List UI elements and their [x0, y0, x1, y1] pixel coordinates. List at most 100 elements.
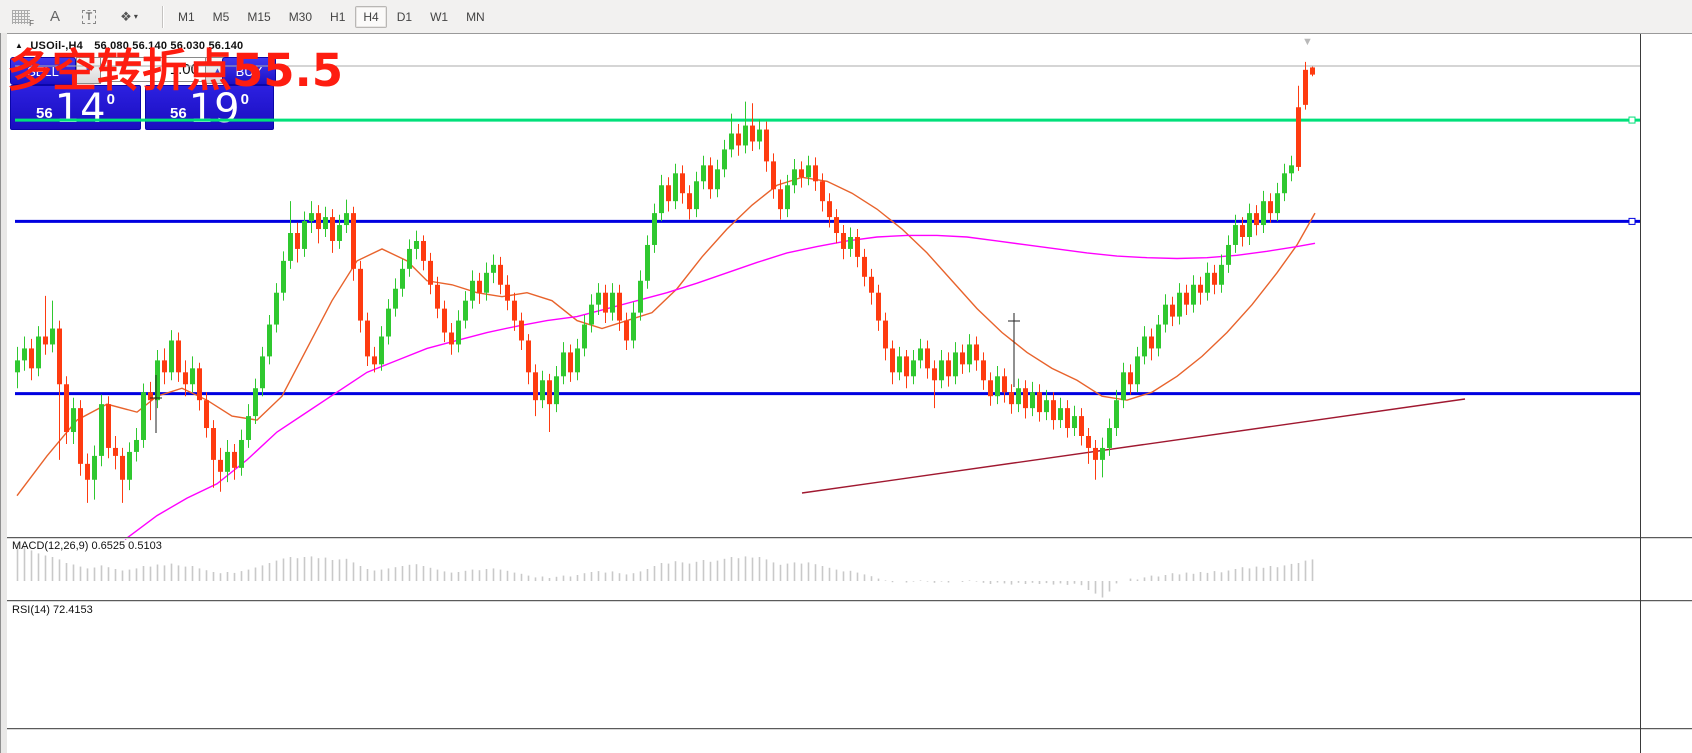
candle-body [708, 165, 713, 190]
candle-body [456, 320, 461, 345]
timeframe-m1[interactable]: M1 [178, 9, 195, 24]
sell-button[interactable]: SELL [10, 57, 76, 85]
candle-body [813, 165, 818, 182]
candle-body [1233, 225, 1238, 245]
candle-body [1135, 356, 1140, 385]
candle-body [645, 244, 650, 281]
candle-body [1002, 376, 1007, 393]
candle-body [1114, 400, 1119, 429]
candle-body [981, 360, 986, 381]
candle-body [1072, 416, 1077, 429]
candle-body [547, 380, 552, 405]
candle-body [834, 217, 839, 234]
candle-body [995, 376, 1000, 397]
macd-pane-separator[interactable] [7, 537, 1692, 538]
candle-body [624, 320, 629, 341]
candle-body [631, 312, 636, 341]
candle-body [925, 348, 930, 369]
rsi-pane-separator[interactable] [7, 600, 1692, 601]
sell-price-sup: 0 [106, 91, 115, 108]
buy-button[interactable]: BUY [222, 57, 276, 85]
ohlc-readout: 56.080 56.140 56.030 56.140 [94, 40, 244, 52]
candle-body [1156, 324, 1161, 349]
price-chart[interactable] [7, 34, 1692, 753]
candle-body [603, 292, 608, 313]
timeframe-m30[interactable]: M30 [288, 9, 313, 24]
volume-input[interactable] [101, 57, 205, 82]
candle-body [841, 233, 846, 249]
timeframe-h4[interactable]: H4 [355, 5, 387, 28]
candle-body [540, 380, 545, 401]
candle-body [519, 320, 524, 341]
candle-body [596, 292, 601, 305]
candle-body [1149, 336, 1154, 349]
candle-body [358, 268, 363, 321]
candle-body [498, 264, 503, 285]
candle-body [78, 408, 83, 464]
toolbar-separator [162, 5, 163, 28]
candle-body [610, 292, 615, 313]
candle-body [1079, 416, 1084, 436]
candle-body [288, 233, 293, 261]
candle-body [57, 328, 62, 385]
candle-body [974, 344, 979, 361]
text-box-icon[interactable]: T [74, 4, 104, 30]
candle-body [701, 165, 706, 182]
shapes-icon[interactable]: ❖ ▾ [108, 4, 150, 30]
candle-body [99, 404, 104, 456]
buy-price-tile[interactable]: 56 19 0 [145, 85, 274, 130]
timeframe-mn[interactable]: MN [466, 9, 485, 24]
candle-body [442, 308, 447, 333]
candle-body [484, 272, 489, 293]
candle-body [939, 360, 944, 381]
timeframe-d1[interactable]: D1 [396, 9, 413, 24]
candle-body [491, 264, 496, 273]
candle-body [1170, 304, 1175, 317]
candle-body [1205, 272, 1210, 293]
candle-body [253, 388, 258, 417]
candle-body [687, 193, 692, 210]
chart-area[interactable]: ▲ USOil-,H4 56.080 56.140 56.030 56.140 … [7, 33, 1692, 753]
candle-body [85, 463, 90, 480]
timeframe-m5[interactable]: M5 [212, 9, 230, 24]
candle-body [1296, 107, 1301, 167]
candle-body [694, 181, 699, 210]
timeframe-buttons: M1 M5 M15 M30 H1 H4 D1 W1 MN [169, 5, 494, 28]
candle-body [526, 340, 531, 373]
volume-decrease-button[interactable]: ▼ [76, 57, 101, 84]
collapse-triangle-icon[interactable]: ▲ [15, 41, 24, 50]
candle-body [127, 451, 132, 480]
candle-body [351, 213, 356, 269]
candle-body [589, 304, 594, 325]
candle-body [778, 189, 783, 210]
chart-grid-icon[interactable]: F [6, 4, 36, 30]
candle-body [582, 324, 587, 349]
text-label-icon[interactable]: A [49, 8, 60, 25]
candle-body [869, 276, 874, 293]
candle-body [365, 320, 370, 357]
candle-body [1051, 400, 1056, 421]
candle-body [407, 248, 412, 269]
candle-body [715, 169, 720, 190]
timeframe-w1[interactable]: W1 [430, 9, 449, 24]
candle-body [1086, 435, 1091, 448]
candle-body [1219, 264, 1224, 285]
macd-label: MACD(12,26,9) 0.6525 0.5103 [12, 540, 162, 552]
candle-body [1009, 392, 1014, 405]
candle-body [260, 356, 265, 389]
candle-body [344, 213, 349, 226]
timeframe-h1[interactable]: H1 [330, 9, 346, 24]
candle-body [1121, 372, 1126, 401]
line-anchor-handle[interactable] [1628, 217, 1636, 225]
chart-end-marker-icon: ▼ [1302, 36, 1313, 48]
line-anchor-handle[interactable] [1628, 116, 1636, 124]
candle-body [673, 173, 678, 202]
candle-body [1023, 388, 1028, 409]
sell-price-tile[interactable]: 56 14 0 [10, 85, 141, 130]
trendline[interactable] [801, 398, 1466, 494]
candle-body [246, 416, 251, 440]
candle-body [1275, 193, 1280, 214]
timeframe-m15[interactable]: M15 [247, 9, 271, 24]
candle-body [274, 292, 279, 325]
